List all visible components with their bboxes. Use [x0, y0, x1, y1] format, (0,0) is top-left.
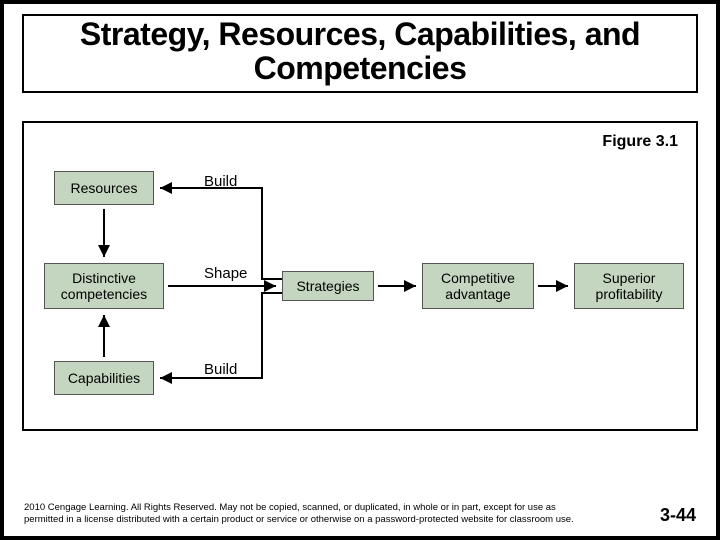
edge-label-build_top: Build — [204, 173, 237, 190]
node-capabilities: Capabilities — [54, 361, 154, 395]
node-distinctive: Distinctive competencies — [44, 263, 164, 309]
figure-label: Figure 3.1 — [602, 133, 678, 151]
page-title: Strategy, Resources, Capabilities, and C… — [30, 18, 690, 85]
copyright-text: 2010 Cengage Learning. All Rights Reserv… — [24, 502, 584, 526]
node-advantage: Competitive advantage — [422, 263, 534, 309]
node-resources: Resources — [54, 171, 154, 205]
node-profitability: Superior profitability — [574, 263, 684, 309]
edge-label-build_bottom: Build — [204, 361, 237, 378]
title-box: Strategy, Resources, Capabilities, and C… — [22, 14, 698, 93]
diagram-frame: Figure 3.1 Resources Distinctive competen… — [22, 121, 698, 431]
footer: 2010 Cengage Learning. All Rights Reserv… — [24, 502, 696, 526]
edge-label-shape: Shape — [204, 265, 247, 282]
node-strategies: Strategies — [282, 271, 374, 301]
page-number: 3-44 — [660, 505, 696, 526]
